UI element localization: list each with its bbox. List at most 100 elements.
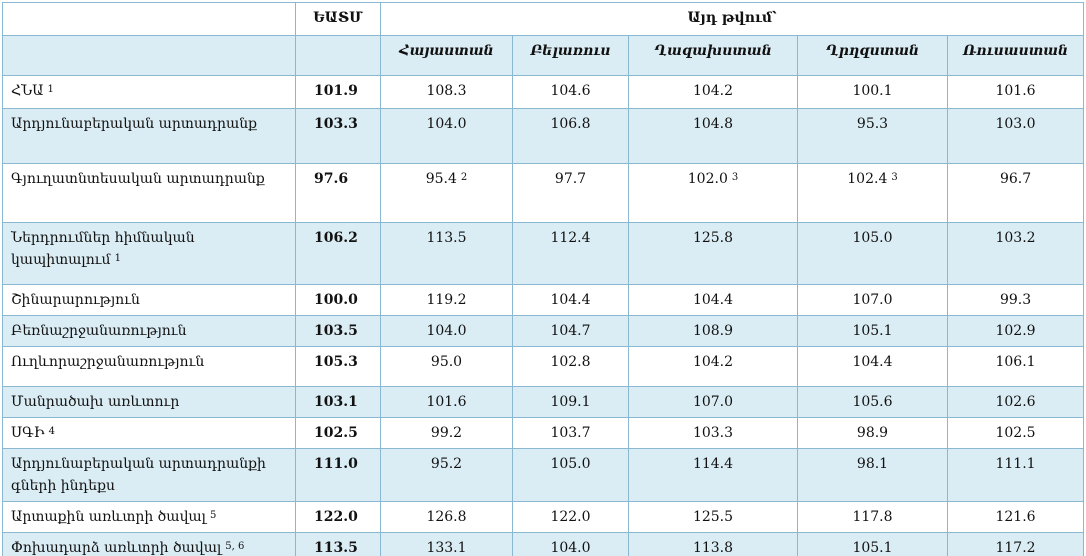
country-value: 105.0 <box>797 222 948 285</box>
value: 104.2 <box>692 83 734 99</box>
country-value: 121.6 <box>946 501 1085 533</box>
indicator-name: Մանրածախ առևտուր <box>11 394 180 410</box>
indicator-name: ՍԳԻ <box>11 425 45 441</box>
country-value: 119.2 <box>380 284 513 316</box>
country-value: 104.4 <box>797 346 948 387</box>
row-label: Մանրածախ առևտուր <box>2 386 296 418</box>
value: 102.4 <box>847 171 888 187</box>
country-value: 105.0 <box>512 448 629 502</box>
country-value: 104.6 <box>512 75 629 109</box>
union-value: 111.0 <box>295 448 381 502</box>
data-row: Բեռնաշրջանառություն 103.5 104.0 104.7 108.9 1… <box>2 315 1085 347</box>
indicator-name: ՀՆԱ <box>11 83 44 99</box>
country-name: Ռուսաստան <box>962 43 1069 59</box>
country-value: 104.4 <box>512 284 629 316</box>
union-value: 102.5 <box>295 417 381 449</box>
value: 125.5 <box>692 509 734 525</box>
value: 111.0 <box>314 456 358 472</box>
union-value: 106.2 <box>295 222 381 285</box>
country-value: 102.6 <box>946 386 1085 418</box>
country-header: Բելառուս <box>512 35 629 76</box>
data-row: Ուղևորաշրջանառություն 105.3 95.0 102.8 104.2… <box>2 346 1085 387</box>
value: 112.4 <box>550 230 591 246</box>
country-name: Ղրղզստան <box>825 43 920 59</box>
footnote-mark: 1 <box>114 253 121 264</box>
indicator-name: Բեռնաշրջանառություն <box>11 323 187 339</box>
empty-cell <box>2 35 296 76</box>
row-label: Ներդրումներ հիմնական կապիտալում 1 <box>2 222 296 285</box>
value: 102.5 <box>995 425 1036 441</box>
value: 104.6 <box>550 83 591 99</box>
country-value: 103.7 <box>512 417 629 449</box>
data-row: Արդյունաբերական արտադրանքի գների ինդեքս 1… <box>2 448 1085 502</box>
indicator-name: Գյուղատնտեսական արտադրանք <box>11 171 265 187</box>
footnote-mark: 3 <box>891 172 898 183</box>
country-value: 95.4 2 <box>380 163 513 223</box>
country-value: 102.5 <box>946 417 1085 449</box>
value: 105.0 <box>550 456 591 472</box>
row-label: Բեռնաշրջանառություն <box>2 315 296 347</box>
country-value: 104.2 <box>628 75 798 109</box>
value: 105.3 <box>314 354 358 370</box>
footnote-mark: 2 <box>460 172 468 183</box>
country-value: 106.8 <box>512 108 629 164</box>
country-value: 112.4 <box>512 222 629 285</box>
union-value: 103.1 <box>295 386 381 418</box>
header-text: ԵԱՏՄ <box>313 10 363 26</box>
value: 105.1 <box>852 323 893 339</box>
corner-cell <box>2 2 296 36</box>
country-value: 108.3 <box>380 75 513 109</box>
value: 98.1 <box>856 456 889 472</box>
data-row: Շինարարություն 100.0 119.2 104.4 104.4 107.0 9… <box>2 284 1085 316</box>
indicator-name: Փոխադարձ առևտրի ծավալ <box>11 540 222 556</box>
value: 107.0 <box>852 292 893 308</box>
country-value: 107.0 <box>628 386 798 418</box>
value: 109.1 <box>550 394 591 410</box>
footnote-mark: 5 <box>209 510 217 521</box>
value: 103.3 <box>692 425 734 441</box>
country-value: 95.2 <box>380 448 513 502</box>
value: 125.8 <box>692 230 734 246</box>
value: 122.0 <box>314 509 358 525</box>
data-row: ՍԳԻ 4 102.5 99.2 103.7 103.3 98.9 102.5 <box>2 417 1085 449</box>
value: 119.2 <box>426 292 467 308</box>
value: 108.3 <box>426 83 467 99</box>
country-value: 95.3 <box>797 108 948 164</box>
footnote-mark: 1 <box>47 84 54 95</box>
country-value: 113.8 <box>628 532 798 556</box>
value: 99.3 <box>999 292 1032 308</box>
country-name: Բելառուս <box>530 43 611 59</box>
footnote-mark: 4 <box>48 426 55 437</box>
value: 98.9 <box>856 425 889 441</box>
value: 114.4 <box>692 456 734 472</box>
country-value: 111.1 <box>946 448 1085 502</box>
union-value: 122.0 <box>295 501 381 533</box>
country-value: 113.5 <box>380 222 513 285</box>
value: 97.6 <box>314 171 349 187</box>
value: 102.6 <box>995 394 1036 410</box>
value: 104.7 <box>550 323 591 339</box>
footnote-mark: 3 <box>731 172 739 183</box>
union-value: 103.3 <box>295 108 381 164</box>
value: 103.1 <box>314 394 358 410</box>
country-value: 102.9 <box>946 315 1085 347</box>
country-value: 125.8 <box>628 222 798 285</box>
value: 104.0 <box>426 116 467 132</box>
country-value: 103.0 <box>946 108 1085 164</box>
value: 102.9 <box>995 323 1036 339</box>
group-header: Այդ թվում՝ <box>379 2 1085 36</box>
value: 113.8 <box>692 540 734 556</box>
value: 96.7 <box>999 171 1032 187</box>
country-value: 126.8 <box>380 501 513 533</box>
country-value: 107.0 <box>797 284 948 316</box>
value: 103.7 <box>550 425 591 441</box>
country-name: Հայաստան <box>399 43 494 59</box>
value: 103.2 <box>995 230 1036 246</box>
header-row: Հայաստան Բելառուս Ղազախստան Ղրղզստան Ռուսաստ… <box>2 35 1085 76</box>
empty-cell <box>295 35 381 76</box>
row-label: Արդյունաբերական արտադրանք <box>2 108 296 164</box>
country-value: 99.3 <box>946 284 1085 316</box>
country-value: 104.0 <box>380 315 513 347</box>
country-value: 100.1 <box>797 75 948 109</box>
value: 117.2 <box>995 540 1036 556</box>
